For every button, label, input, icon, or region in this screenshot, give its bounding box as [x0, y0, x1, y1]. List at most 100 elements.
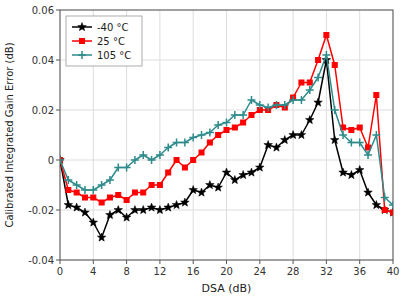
- tick-x: [293, 260, 294, 264]
- grid-line-y: [60, 110, 393, 111]
- tick-x: [359, 260, 360, 264]
- point: [306, 86, 314, 94]
- tick-label-x: 40: [387, 266, 400, 277]
- point: [382, 208, 387, 213]
- point: [172, 201, 181, 209]
- tick-label-y: 0: [48, 155, 54, 166]
- point: [99, 200, 104, 205]
- tick-x: [126, 260, 127, 264]
- axes: 0481216202428323640-0.04-0.0200.020.040.…: [28, 5, 399, 278]
- point: [305, 116, 314, 124]
- point: [182, 165, 187, 170]
- point: [131, 156, 139, 164]
- point: [198, 131, 206, 139]
- grid: [60, 10, 393, 260]
- tick-label-x: 0: [57, 266, 63, 277]
- chart: 0481216202428323640-0.04-0.0200.020.040.…: [0, 0, 407, 298]
- tick-label-x: 36: [353, 266, 366, 277]
- point: [247, 168, 256, 176]
- tick-label-y: -0.02: [28, 205, 54, 216]
- point: [347, 171, 356, 179]
- point: [357, 125, 362, 130]
- point: [316, 58, 321, 63]
- point: [324, 33, 329, 38]
- point: [73, 181, 81, 189]
- point: [114, 206, 123, 214]
- point: [206, 181, 215, 189]
- tick-y: [56, 160, 60, 161]
- point: [256, 163, 265, 171]
- point: [232, 125, 237, 130]
- legend-box: [66, 16, 142, 66]
- grid-line-x: [159, 10, 160, 260]
- point: [166, 170, 171, 175]
- legend-item: -40 °C: [72, 22, 129, 33]
- point: [264, 141, 273, 149]
- legend-label: 105 °C: [97, 50, 131, 61]
- point: [131, 206, 140, 214]
- point: [123, 164, 131, 172]
- point: [374, 93, 379, 98]
- point: [281, 101, 289, 109]
- tick-label-x: 8: [123, 266, 129, 277]
- point: [64, 201, 73, 209]
- legend-marker: [80, 39, 85, 44]
- tick-label-x: 24: [253, 266, 266, 277]
- point: [332, 63, 337, 68]
- point: [355, 166, 364, 174]
- tick-label-y: -0.04: [28, 255, 54, 266]
- point: [299, 80, 304, 85]
- y-axis-label: Calibrated Integrated Gain Error (dB): [4, 42, 15, 227]
- tick-x: [226, 260, 227, 264]
- point: [173, 139, 181, 147]
- tick-label-x: 16: [187, 266, 200, 277]
- point: [106, 211, 115, 219]
- point: [181, 139, 189, 147]
- point: [314, 98, 323, 106]
- point: [124, 198, 129, 203]
- point: [239, 171, 248, 179]
- tick-label-x: 12: [154, 266, 167, 277]
- point: [106, 176, 114, 184]
- legend: -40 °C25 °C105 °C: [66, 16, 142, 66]
- legend-marker: [78, 51, 86, 59]
- point: [116, 193, 121, 198]
- point: [314, 74, 322, 82]
- point: [89, 218, 98, 226]
- point: [214, 121, 222, 129]
- point: [272, 143, 281, 151]
- tick-y: [56, 10, 60, 11]
- point: [249, 113, 254, 118]
- point: [206, 129, 214, 137]
- series-line: [60, 55, 393, 205]
- point: [197, 188, 206, 196]
- point: [222, 168, 231, 176]
- point: [389, 201, 393, 209]
- point: [223, 119, 231, 127]
- point: [239, 111, 247, 119]
- tick-x: [393, 260, 394, 264]
- tick-x: [259, 260, 260, 264]
- point: [132, 190, 137, 195]
- point: [122, 213, 131, 221]
- point: [189, 134, 197, 142]
- plot-frame: [60, 10, 393, 260]
- point: [189, 186, 198, 194]
- point: [97, 233, 106, 241]
- point: [372, 201, 381, 209]
- point: [60, 156, 64, 164]
- point: [207, 140, 212, 145]
- point: [181, 198, 190, 206]
- point: [156, 206, 165, 214]
- point: [307, 80, 312, 85]
- point: [322, 51, 330, 59]
- legend-item: 105 °C: [72, 50, 131, 61]
- point: [82, 195, 87, 200]
- point: [224, 128, 229, 133]
- point: [149, 183, 154, 188]
- point: [339, 131, 347, 139]
- point: [289, 131, 298, 139]
- point: [364, 151, 372, 159]
- tick-label-x: 20: [220, 266, 233, 277]
- point: [381, 194, 389, 202]
